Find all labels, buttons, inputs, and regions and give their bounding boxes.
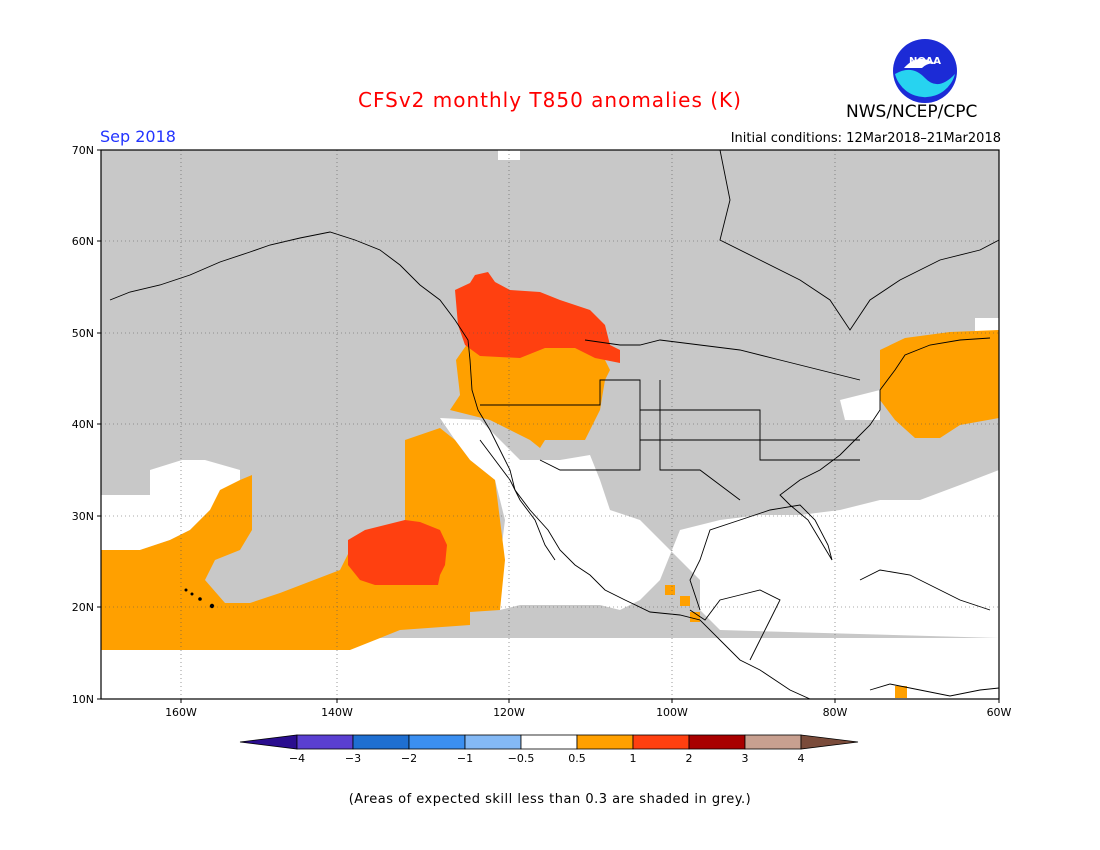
colorbar-box [352,734,410,750]
noaa-logo: NOAA [893,39,957,103]
lat-label-70n: 70N [72,144,94,157]
colorbar-box [576,734,634,750]
lat-label-30n: 30N [72,510,94,523]
lat-label-10n: 10N [72,693,94,706]
map-title: CFSv2 monthly T850 anomalies (K) [358,88,742,112]
initial-conditions: Initial conditions: 12Mar2018–21Mar2018 [730,131,1001,146]
lon-label-160w: 160W [165,706,197,719]
colorbar-label: 2 [686,752,693,765]
colorbar-label: −0.5 [508,752,535,765]
lat-label-20n: 20N [72,601,94,614]
lat-label-50n: 50N [72,327,94,340]
colorbar-box [632,734,690,750]
axis-ticks [97,149,1000,703]
colorbar-arrow-high [800,734,859,750]
colorbar: −4 −3 −2 −1 −0.5 0.5 1 2 3 4 [239,734,859,765]
lon-label-80w: 80W [823,706,848,719]
colorbar-arrow-low [239,734,298,750]
colorbar-label: −2 [401,752,417,765]
agency-label: NWS/NCEP/CPC [846,102,978,122]
colorbar-box [296,734,354,750]
colorbar-box [408,734,466,750]
valid-month: Sep 2018 [100,127,176,146]
colorbar-box [688,734,746,750]
anomaly-1-to-2-region [348,272,620,585]
lat-label-40n: 40N [72,418,94,431]
colorbar-label: 4 [798,752,805,765]
coastlines [109,150,999,699]
lon-label-120w: 120W [493,706,525,719]
colorbar-box [520,734,578,750]
lat-label-60n: 60N [72,235,94,248]
svg-text:NOAA: NOAA [909,56,941,67]
colorbar-label: −3 [345,752,361,765]
colorbar-label: −1 [457,752,473,765]
colorbar-label: −4 [289,752,305,765]
colorbar-box [464,734,522,750]
colorbar-label: 3 [742,752,749,765]
lon-label-100w: 100W [656,706,688,719]
latitude-labels: 70N 60N 50N 40N 30N 20N 10N [72,144,94,706]
colorbar-label: 1 [630,752,637,765]
colorbar-box [744,734,802,750]
lon-label-140w: 140W [321,706,353,719]
colorbar-label: 0.5 [568,752,586,765]
graticule [101,150,999,699]
longitude-labels: 160W 140W 120W 100W 80W 60W [165,706,1011,719]
lon-label-60w: 60W [987,706,1012,719]
footnote: (Areas of expected skill less than 0.3 a… [348,792,752,807]
anomaly-0.5-to-1-region [101,330,999,698]
